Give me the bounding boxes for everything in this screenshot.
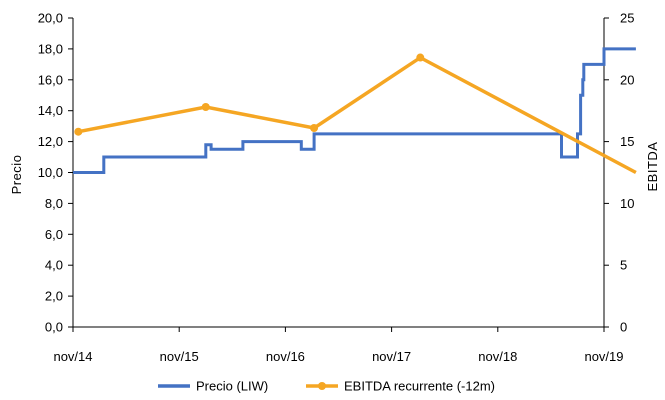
ebitda-point [74,127,83,136]
series-layer [73,47,637,175]
right-tick-label: 15 [620,134,634,149]
left-tick-label: 4,0 [45,258,63,273]
x-tick-label: nov/18 [478,349,517,364]
x-tick-label: nov/15 [160,349,199,364]
left-tick-label: 16,0 [38,72,63,87]
right-axis-title: EBITDA [645,142,660,192]
left-tick-label: 20,0 [38,11,63,26]
left-axis-title: Precio [9,155,24,195]
left-tick-label: 2,0 [45,289,63,304]
right-tick-label: 5 [620,258,627,273]
legend-label-price: Precio (LIW) [196,379,268,394]
x-tick-label: nov/14 [53,349,92,364]
price-line [73,47,636,174]
left-tick-label: 12,0 [38,134,63,149]
right-tick-label: 25 [620,11,634,26]
ebitda-point [201,102,210,111]
legend-label-ebitda: EBITDA recurrente (-12m) [344,379,495,394]
left-tick-label: 0,0 [45,320,63,335]
right-tick-label: 0 [620,320,627,335]
axes [68,17,609,332]
right-tick-label: 20 [620,72,634,87]
left-tick-label: 10,0 [38,165,63,180]
x-tick-label: nov/17 [372,349,411,364]
ebitda-point [310,124,319,133]
labels: 0,0 2,0 4,0 6,0 8,0 10,0 12,0 14,0 16,0 18,0 20,0 0… [9,11,660,365]
left-tick-label: 18,0 [38,41,63,56]
x-tick-label: nov/16 [266,349,305,364]
legend: Precio (LIW) EBITDA recurrente (-12m) [158,379,495,394]
left-tick-label: 6,0 [45,227,63,242]
left-tick-label: 14,0 [38,103,63,118]
ebitda-point [416,53,425,62]
legend-marker-ebitda [318,382,326,390]
ebitda-line [77,55,637,175]
right-tick-label: 10 [620,196,634,211]
left-tick-label: 8,0 [45,196,63,211]
x-tick-label: nov/19 [584,349,623,364]
